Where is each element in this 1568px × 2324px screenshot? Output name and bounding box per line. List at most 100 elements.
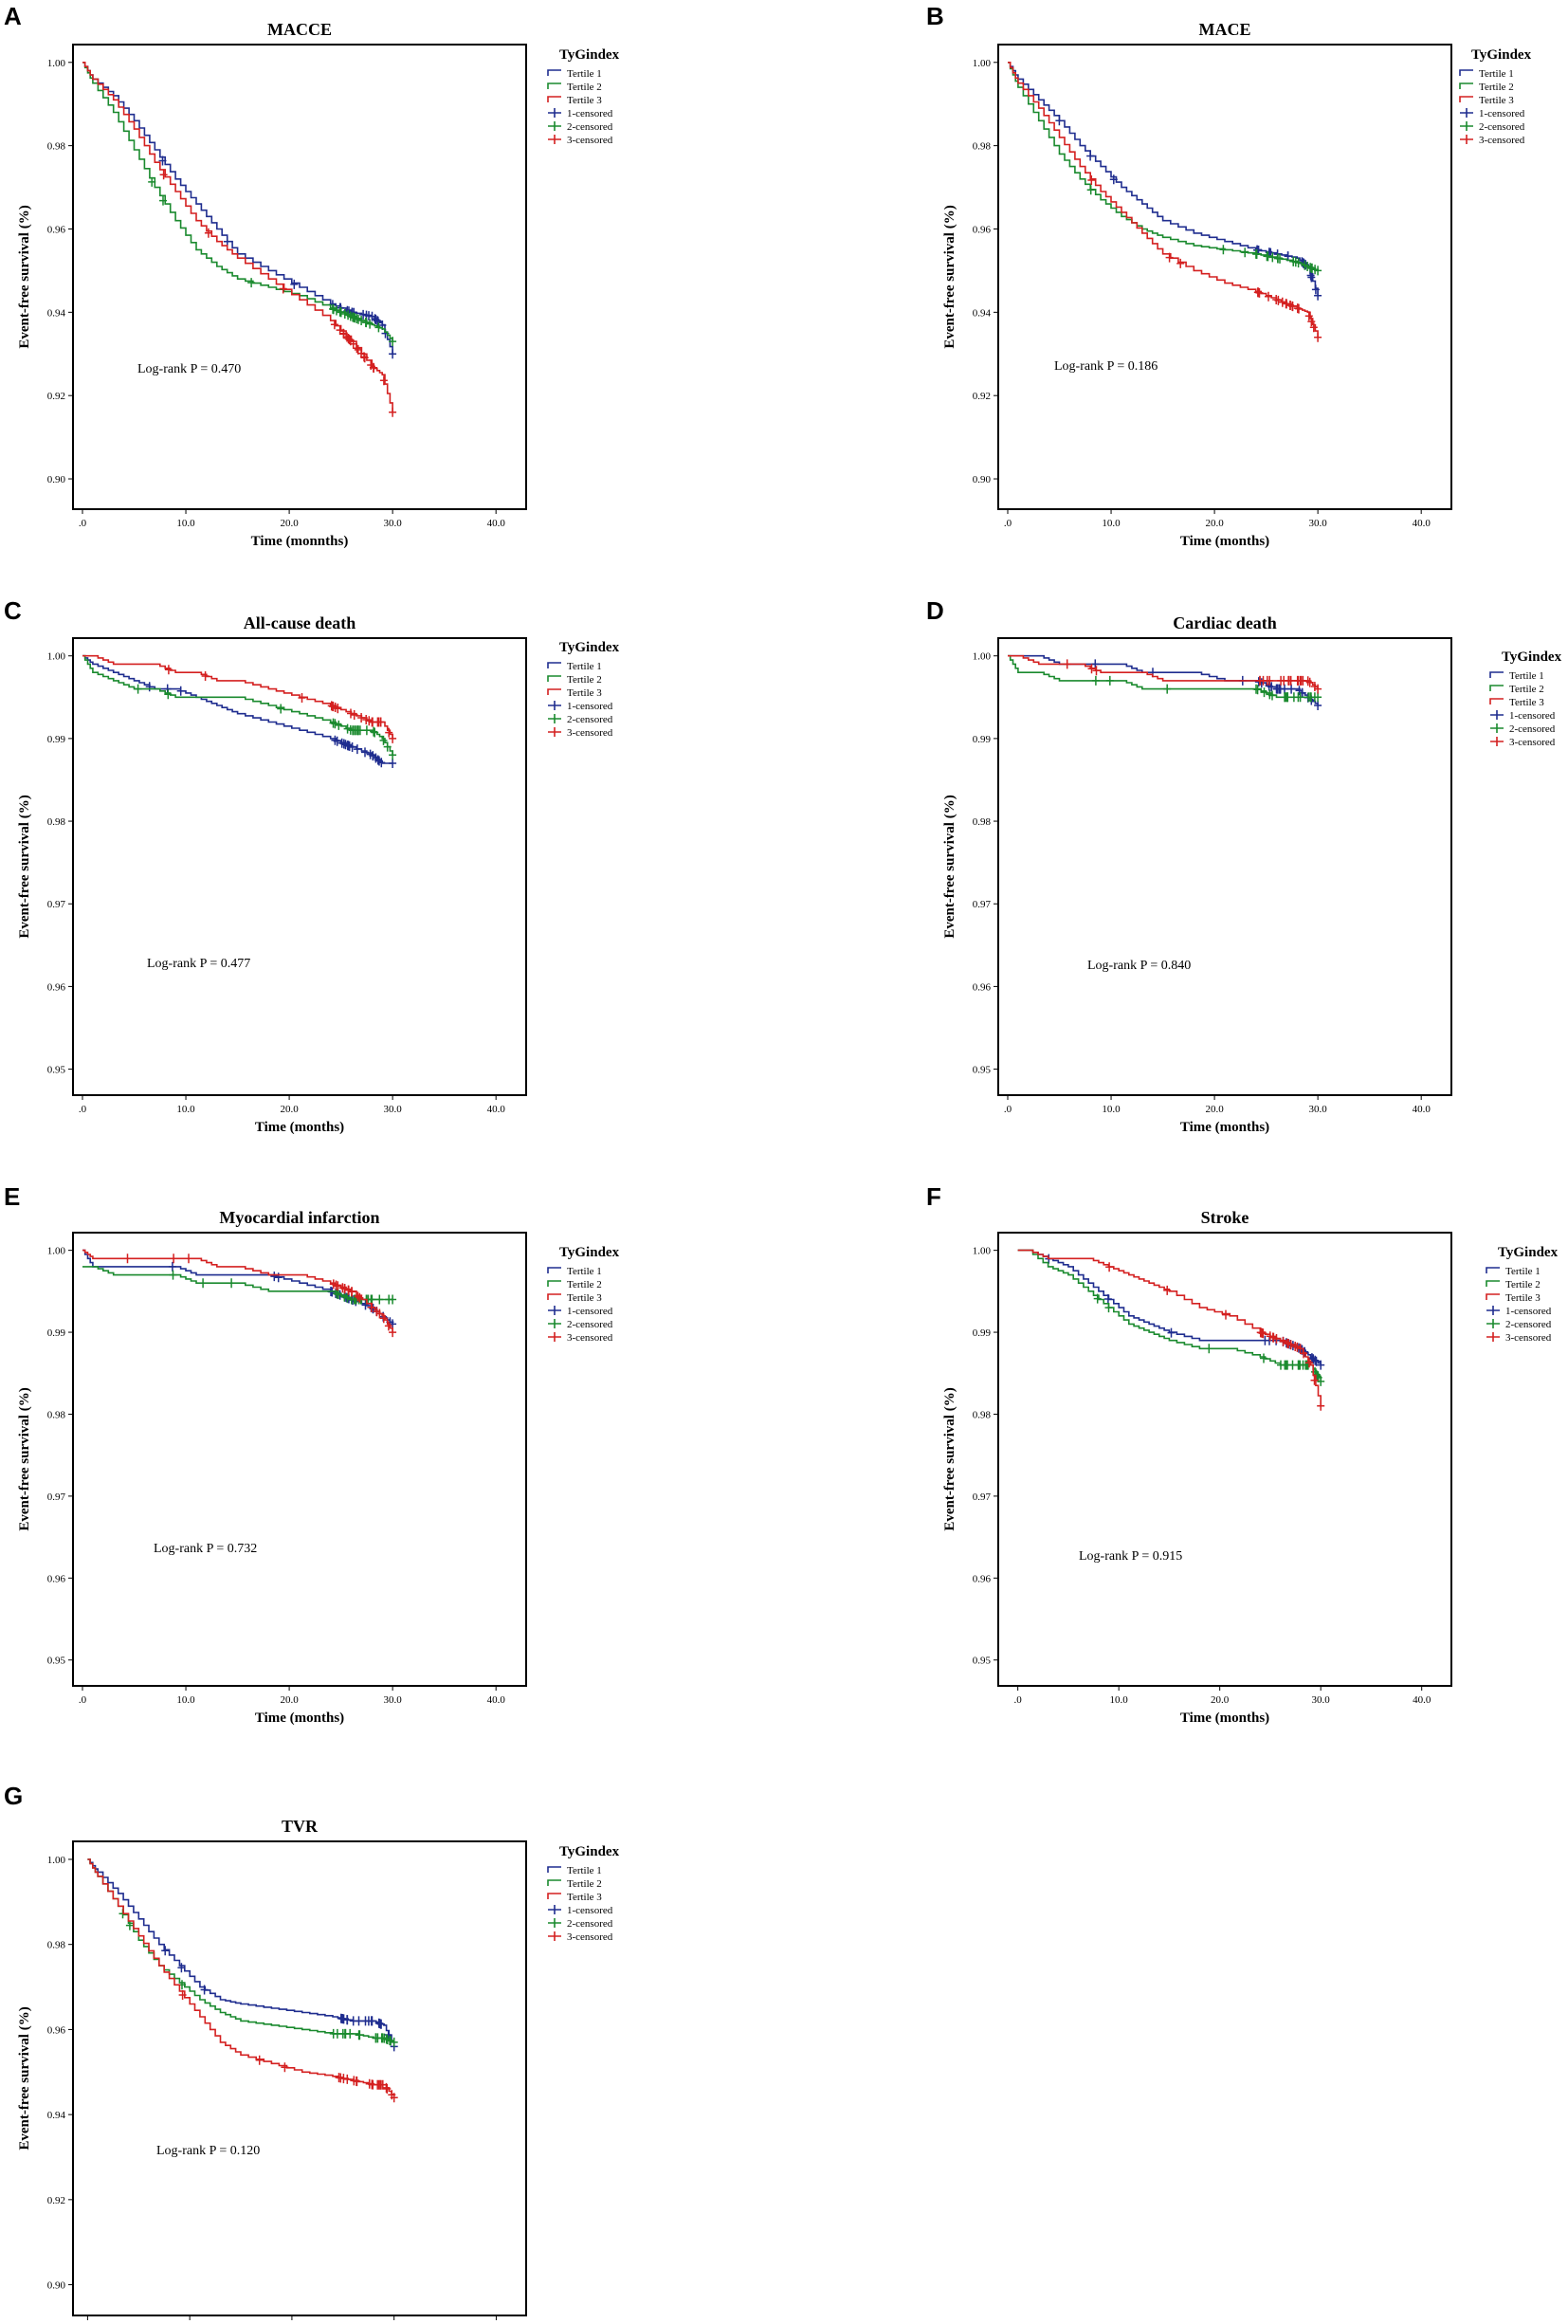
y-tick-label: 0.96: [47, 1573, 66, 1584]
censor-mark: [347, 708, 355, 719]
x-tick-label: 20.0: [1211, 1694, 1230, 1706]
y-tick-label: 0.90: [47, 474, 66, 485]
censor-mark: [1317, 1360, 1325, 1370]
y-axis-label: Event-free survival (%): [942, 1387, 957, 1530]
censor-mark: [270, 1272, 279, 1282]
censor-mark: [223, 236, 231, 247]
y-tick-label: 1.00: [973, 58, 992, 69]
x-tick-label: 30.0: [384, 1104, 403, 1115]
series-line-1: [82, 654, 393, 764]
legend-label: 1-censored: [1509, 710, 1556, 722]
y-tick-label: 0.92: [47, 2195, 65, 2206]
legend-censor-icon: [548, 701, 561, 710]
plot-frame: [72, 637, 527, 1096]
y-tick-label: 0.90: [47, 2280, 66, 2292]
x-tick-label: .0: [79, 1104, 87, 1115]
x-tick-label: .0: [79, 1694, 87, 1706]
censor-mark: [1293, 303, 1302, 314]
legend-label: Tertile 1: [1479, 68, 1514, 80]
censor-mark: [1087, 175, 1096, 185]
censor-mark: [176, 686, 185, 696]
legend-title: TyGindex: [559, 1245, 620, 1260]
censor-mark: [330, 320, 338, 330]
legend-label: 3-censored: [567, 1332, 613, 1344]
censor-mark: [1272, 295, 1281, 304]
censor-mark: [389, 337, 397, 347]
censor-mark: [1287, 684, 1296, 694]
censor-mark: [1260, 687, 1268, 698]
censor-mark: [1274, 253, 1282, 264]
x-tick-label: 20.0: [280, 1104, 299, 1115]
series-line-3: [87, 1858, 395, 2098]
censor-mark: [1104, 1303, 1113, 1313]
x-tick-label: .0: [1004, 1104, 1012, 1115]
legend-label: Tertile 2: [567, 1878, 602, 1890]
series-line-2: [87, 1858, 395, 2042]
y-tick-label: 1.00: [47, 651, 66, 663]
censor-mark: [383, 2084, 392, 2094]
legend-label: 2-censored: [1479, 121, 1525, 133]
censor-mark: [177, 1963, 186, 1973]
log-rank-annotation: Log-rank P = 0.477: [147, 957, 250, 971]
y-tick-label: 1.00: [47, 1246, 66, 1257]
y-tick-label: 0.96: [47, 2024, 66, 2036]
legend-censor-icon: [548, 1905, 561, 1914]
x-tick-label: 10.0: [176, 1694, 195, 1706]
legend-censor-icon: [548, 1319, 561, 1328]
x-tick-label: 10.0: [1102, 1104, 1121, 1115]
censor-mark: [379, 1313, 388, 1324]
x-axis-label: Time (months): [1180, 1120, 1269, 1135]
km-panel-a: A MACCE 0.90 0.92 0.94 0.96 0.98 1.00 .0 10.0 20.0…: [4, 2, 620, 549]
censor-mark: [389, 1294, 397, 1305]
x-tick-label: 30.0: [384, 1694, 403, 1706]
censor-mark: [331, 719, 339, 729]
plot-frame: [997, 44, 1452, 510]
censor-mark: [161, 1946, 170, 1956]
censor-mark: [1109, 174, 1118, 185]
censor-mark: [1267, 682, 1276, 692]
legend-line-icon: [547, 688, 561, 695]
censor-mark: [123, 1253, 132, 1264]
censor-mark: [350, 710, 358, 720]
censor-mark: [377, 2019, 386, 2029]
censor-mark: [1314, 265, 1322, 276]
censor-mark: [145, 682, 154, 692]
censor-mark: [168, 1261, 176, 1272]
legend-line-icon: [1459, 96, 1473, 102]
y-tick-label: 0.99: [973, 734, 992, 745]
censor-mark: [290, 279, 299, 289]
censor-mark: [228, 1278, 236, 1289]
x-tick-label: 10.0: [1110, 1694, 1129, 1706]
series-line-3: [1017, 1249, 1322, 1406]
censor-mark: [279, 284, 287, 294]
legend-censor-icon: [548, 727, 561, 737]
plot-frame: [72, 1232, 527, 1687]
censor-mark: [389, 759, 397, 768]
censor-mark: [1254, 287, 1263, 298]
censor-mark: [169, 1270, 177, 1280]
legend-line-icon: [1489, 671, 1504, 678]
panel-letter: E: [4, 1182, 20, 1211]
censor-mark: [1260, 1353, 1267, 1363]
x-tick-label: 10.0: [176, 518, 195, 529]
legend-title: TyGindex: [559, 1844, 620, 1859]
censor-mark: [185, 1253, 192, 1264]
legend-line-icon: [1459, 82, 1473, 89]
legend-line-icon: [547, 1866, 561, 1873]
panel-letter: F: [926, 1182, 941, 1211]
x-tick-label: 40.0: [1413, 518, 1431, 529]
censor-mark: [382, 2034, 391, 2044]
censor-mark: [1317, 1400, 1325, 1411]
legend-censor-icon: [1490, 737, 1504, 746]
legend-label: 1-censored: [1479, 108, 1525, 119]
plot-frame: [72, 44, 527, 510]
censor-mark: [134, 684, 142, 694]
censor-mark: [1310, 1375, 1319, 1385]
legend-label: 2-censored: [567, 1319, 613, 1330]
censor-mark: [333, 736, 341, 746]
censor-mark: [1291, 1342, 1300, 1351]
legend-label: 1-censored: [567, 108, 613, 119]
km-panel-e: E Myocardial infarction 0.95 0.96 0.97 0.98 0.…: [4, 1182, 620, 1726]
censor-mark: [1309, 1354, 1318, 1364]
legend-censor-icon: [548, 714, 561, 723]
